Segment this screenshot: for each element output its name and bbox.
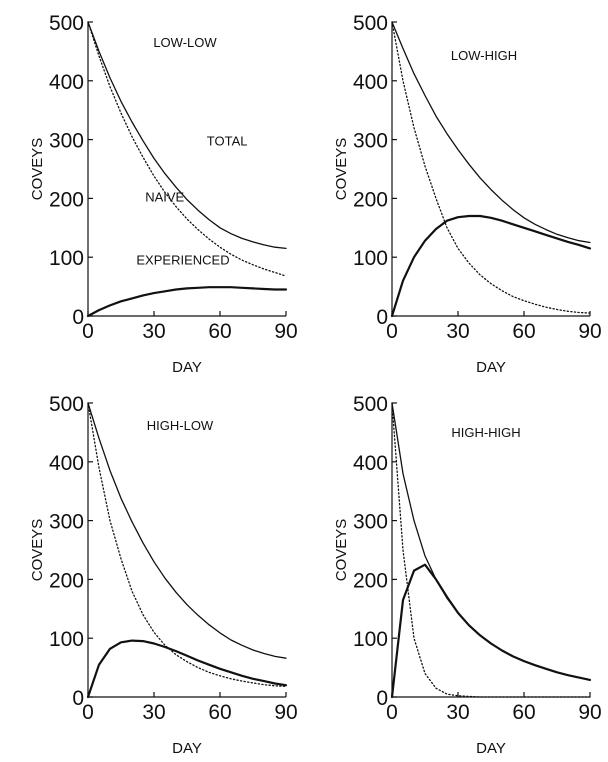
series-annotation: EXPERIENCED bbox=[136, 252, 229, 267]
series-line-0 bbox=[391, 21, 591, 244]
series-line-0 bbox=[391, 402, 591, 681]
y-tick-label: 400 bbox=[49, 452, 84, 475]
chart-panel-low-low: 0 100 200 300 400 500 0 30 60 90 DAY COVEYS LOW-LOW T… bbox=[29, 12, 298, 376]
series-line-2 bbox=[86, 639, 288, 699]
y-tick-label: 0 bbox=[376, 306, 388, 329]
series-annotation: TOTAL bbox=[207, 133, 248, 148]
x-tick-label: 30 bbox=[142, 701, 165, 724]
y-tick-label: 300 bbox=[353, 130, 388, 153]
x-tick-label: 30 bbox=[446, 701, 469, 724]
x-tick-label: 0 bbox=[386, 320, 398, 343]
y-tick-label: 300 bbox=[49, 511, 84, 534]
y-axis-title: COVEYS bbox=[333, 138, 350, 201]
y-tick-label: 500 bbox=[49, 12, 84, 35]
y-tick-label: 0 bbox=[376, 687, 388, 710]
x-tick-label: 90 bbox=[578, 320, 601, 343]
series-line-1 bbox=[391, 21, 591, 314]
x-tick-label: 60 bbox=[512, 320, 535, 343]
y-tick-label: 0 bbox=[72, 687, 84, 710]
chart-panel-high-low: 0 100 200 300 400 500 0 30 60 90 DAY COVEYS HIGH-LOW bbox=[29, 393, 298, 757]
y-tick-label: 200 bbox=[353, 569, 388, 592]
y-tick-label: 100 bbox=[353, 247, 388, 270]
chart-panel-high-high: 0 100 200 300 400 500 0 30 60 90 DAY COVEYS HIGH-HIG… bbox=[333, 393, 602, 757]
series-line-0 bbox=[87, 21, 287, 250]
x-tick-label: 0 bbox=[82, 320, 94, 343]
chart-panel-low-high: 0 100 200 300 400 500 0 30 60 90 DAY COVEYS LOW-HIGH bbox=[333, 12, 602, 376]
series-line-0 bbox=[87, 402, 287, 659]
y-tick-label: 100 bbox=[353, 628, 388, 651]
x-tick-label: 60 bbox=[208, 701, 231, 724]
y-axis-title: COVEYS bbox=[29, 519, 46, 582]
y-tick-label: 100 bbox=[49, 247, 84, 270]
series-line-2 bbox=[390, 214, 592, 318]
x-tick-label: 90 bbox=[274, 701, 297, 724]
series-line-2 bbox=[390, 563, 592, 699]
y-tick-label: 400 bbox=[353, 71, 388, 94]
x-axis-title: DAY bbox=[172, 359, 202, 376]
series-line-1 bbox=[391, 402, 591, 698]
x-tick-label: 0 bbox=[82, 701, 94, 724]
x-tick-label: 90 bbox=[578, 701, 601, 724]
x-axis-title: DAY bbox=[476, 359, 506, 376]
y-tick-label: 400 bbox=[353, 452, 388, 475]
y-tick-label: 300 bbox=[353, 511, 388, 534]
y-tick-label: 300 bbox=[49, 130, 84, 153]
x-axis-title: DAY bbox=[172, 740, 202, 757]
y-tick-label: 200 bbox=[49, 188, 84, 211]
y-tick-label: 500 bbox=[49, 393, 84, 416]
y-axis-title: COVEYS bbox=[29, 138, 46, 201]
chart-title: LOW-LOW bbox=[153, 35, 217, 50]
series-line-1 bbox=[87, 402, 287, 688]
x-tick-label: 30 bbox=[142, 320, 165, 343]
y-axis-title: COVEYS bbox=[333, 519, 350, 582]
x-tick-label: 90 bbox=[274, 320, 297, 343]
x-tick-label: 0 bbox=[386, 701, 398, 724]
chart-title: LOW-HIGH bbox=[451, 48, 517, 63]
series-annotation: NAIVE bbox=[145, 189, 184, 204]
y-tick-label: 200 bbox=[49, 569, 84, 592]
chart-title: HIGH-HIGH bbox=[451, 425, 520, 440]
y-tick-label: 100 bbox=[49, 628, 84, 651]
x-tick-label: 60 bbox=[208, 320, 231, 343]
x-tick-label: 60 bbox=[512, 701, 535, 724]
y-tick-label: 0 bbox=[72, 306, 84, 329]
y-tick-label: 400 bbox=[49, 71, 84, 94]
y-tick-label: 200 bbox=[353, 188, 388, 211]
y-tick-label: 500 bbox=[353, 393, 388, 416]
x-tick-label: 30 bbox=[446, 320, 469, 343]
x-axis-title: DAY bbox=[476, 740, 506, 757]
chart-title: HIGH-LOW bbox=[147, 418, 214, 433]
series-line-1 bbox=[87, 21, 287, 277]
series-line-2 bbox=[86, 286, 288, 318]
y-tick-label: 500 bbox=[353, 12, 388, 35]
